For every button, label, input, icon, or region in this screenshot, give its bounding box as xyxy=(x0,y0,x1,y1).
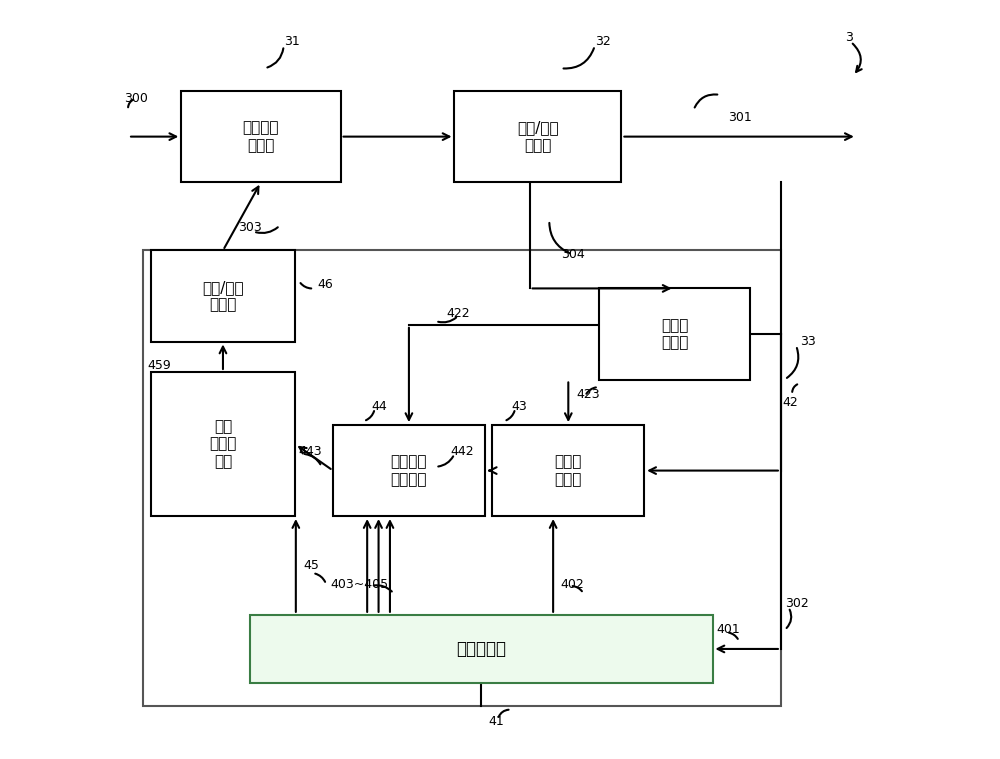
Text: 46: 46 xyxy=(318,278,334,291)
Text: 门限估
计模块: 门限估 计模块 xyxy=(661,318,688,350)
Bar xyxy=(454,91,621,182)
Text: 443: 443 xyxy=(299,445,322,458)
Text: 423: 423 xyxy=(576,388,600,402)
Text: 查找表模块: 查找表模块 xyxy=(456,640,506,658)
Bar xyxy=(181,91,341,182)
Text: 42: 42 xyxy=(782,395,798,409)
Text: 可变增益
放大器: 可变增益 放大器 xyxy=(243,121,279,153)
Text: 442: 442 xyxy=(451,445,474,458)
Bar xyxy=(333,425,485,516)
Text: 增益步阶
更新模块: 增益步阶 更新模块 xyxy=(391,455,427,487)
Text: 44: 44 xyxy=(371,399,387,413)
Text: 33: 33 xyxy=(800,335,816,348)
Text: 303: 303 xyxy=(238,221,262,235)
Bar xyxy=(492,425,644,516)
Text: 304: 304 xyxy=(561,247,584,261)
Text: 402: 402 xyxy=(561,578,584,591)
Text: 401: 401 xyxy=(716,623,740,637)
Bar xyxy=(151,372,295,516)
Text: 403~405: 403~405 xyxy=(331,578,389,591)
Bar xyxy=(250,615,713,683)
Text: 422: 422 xyxy=(447,307,470,320)
Text: 459: 459 xyxy=(147,359,171,373)
Bar xyxy=(599,288,750,380)
Text: 300: 300 xyxy=(124,92,148,106)
Text: 45: 45 xyxy=(303,559,319,572)
Text: 32: 32 xyxy=(595,35,611,49)
Text: 3: 3 xyxy=(845,31,853,45)
Text: 数字/模拟
转换器: 数字/模拟 转换器 xyxy=(202,280,244,312)
Text: 增益
计数器
模块: 增益 计数器 模块 xyxy=(209,419,237,469)
Bar xyxy=(143,250,781,706)
Text: 302: 302 xyxy=(785,597,808,610)
Text: 模拟/数字
转换器: 模拟/数字 转换器 xyxy=(517,121,559,153)
Text: 43: 43 xyxy=(511,399,527,413)
Text: 41: 41 xyxy=(489,714,504,728)
Text: 301: 301 xyxy=(728,111,751,124)
Bar xyxy=(151,250,295,342)
Text: 门限误
差模块: 门限误 差模块 xyxy=(555,455,582,487)
Text: 31: 31 xyxy=(284,35,299,49)
